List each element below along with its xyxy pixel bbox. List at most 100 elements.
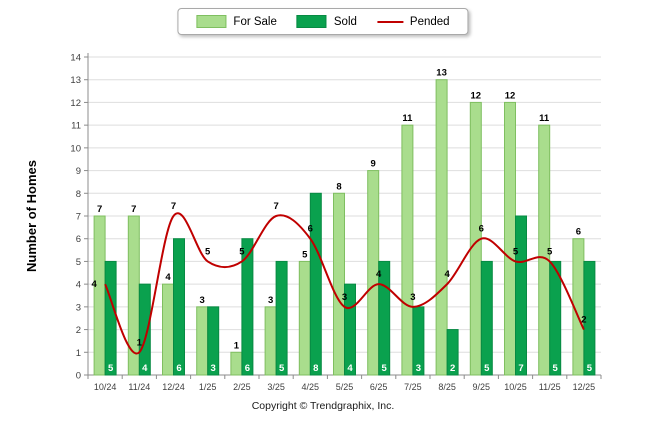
for-sale-value-label: 12 [471, 90, 482, 101]
sold-value-label: 6 [245, 363, 250, 374]
for-sale-bar [127, 215, 140, 376]
for-sale-value-label: 7 [97, 204, 102, 215]
sold-value-label: 8 [313, 363, 318, 374]
pended-value-label: 5 [513, 246, 519, 257]
x-tick-label: 4/25 [302, 382, 320, 392]
sold-value-label: 7 [518, 363, 523, 374]
x-tick-label: 6/25 [370, 382, 388, 392]
pended-value-label: 5 [205, 246, 211, 257]
pended-line [104, 212, 585, 355]
sold-value-label: 6 [176, 363, 181, 374]
y-tick-label: 5 [76, 257, 81, 268]
sold-bar [241, 238, 254, 376]
sold-bar [309, 192, 322, 376]
pended-value-label: 6 [479, 224, 484, 235]
for-sale-value-label: 3 [200, 295, 205, 306]
legend-label-pended: Pended [409, 15, 450, 28]
x-tick-label: 3/25 [267, 382, 285, 392]
sold-bar [446, 329, 459, 376]
legend-item-pended: Pended [376, 15, 450, 28]
for-sale-value-label: 4 [165, 272, 171, 283]
y-tick-label: 2 [76, 325, 81, 336]
legend-item-for-sale: For Sale [196, 15, 277, 28]
for-sale-value-label: 3 [268, 295, 273, 306]
for-sale-bar [504, 101, 516, 376]
for-sale-value-label: 6 [576, 227, 581, 238]
y-tick-label: 6 [76, 234, 81, 245]
pended-value-label: 4 [376, 269, 382, 280]
for-sale-value-label: 11 [539, 113, 550, 124]
sold-bar [549, 260, 562, 376]
sold-bar [378, 260, 391, 376]
sold-value-label: 5 [484, 363, 490, 374]
pended-line-swatch [376, 20, 403, 23]
for-sale-value-label: 11 [402, 113, 413, 124]
x-tick-label: 7/25 [404, 382, 422, 392]
for-sale-swatch [196, 15, 227, 28]
sold-bar [173, 238, 185, 376]
for-sale-bar [93, 215, 106, 376]
copyright-text: Copyright © Trendgraphix, Inc. [251, 400, 395, 412]
for-sale-bar [538, 124, 551, 376]
x-tick-label: 11/24 [128, 382, 150, 392]
sold-bar [515, 215, 527, 376]
y-tick-label: 7 [76, 212, 81, 223]
for-sale-value-label: 13 [436, 68, 447, 79]
pended-value-label: 2 [581, 315, 586, 326]
y-tick-label: 9 [76, 166, 81, 177]
x-tick-label: 10/25 [504, 382, 527, 392]
sold-value-label: 5 [553, 363, 559, 374]
sold-value-label: 4 [347, 363, 353, 374]
y-tick-label: 12 [70, 98, 81, 109]
y-tick-label: 4 [76, 280, 81, 291]
for-sale-bar [401, 124, 414, 376]
pended-value-label: 7 [171, 201, 176, 212]
for-sale-bar [264, 306, 277, 376]
for-sale-value-label: 7 [131, 204, 136, 215]
legend-label-for-sale: For Sale [233, 15, 277, 28]
sold-value-label: 2 [450, 363, 455, 374]
x-tick-label: 1/25 [199, 382, 217, 392]
x-tick-label: 12/25 [573, 382, 596, 392]
sold-bar [207, 306, 220, 376]
for-sale-bar [196, 306, 209, 376]
sold-value-label: 4 [142, 363, 148, 374]
pended-value-label: 4 [444, 269, 450, 280]
for-sale-bar [162, 283, 174, 376]
pended-value-label: 1 [137, 337, 143, 348]
x-tick-label: 11/25 [539, 382, 561, 392]
y-tick-label: 3 [76, 302, 81, 313]
y-tick-label: 0 [76, 371, 81, 382]
sold-bar [275, 260, 288, 376]
x-tick-label: 9/25 [473, 382, 491, 392]
y-axis-title: Number of Homes [24, 160, 39, 272]
legend-item-sold: Sold [296, 15, 357, 28]
sold-bar [138, 283, 151, 376]
for-sale-value-label: 1 [234, 340, 240, 351]
for-sale-bar [298, 260, 311, 376]
y-tick-label: 14 [70, 53, 81, 64]
sold-value-label: 5 [382, 363, 388, 374]
legend: For Sale Sold Pended [177, 8, 469, 35]
pended-value-label: 7 [273, 201, 278, 212]
pended-value-label: 5 [547, 246, 553, 257]
for-sale-value-label: 12 [505, 90, 516, 101]
x-tick-label: 12/24 [162, 382, 185, 392]
y-tick-label: 11 [71, 121, 81, 132]
sold-value-label: 3 [211, 363, 216, 374]
sold-value-label: 5 [279, 363, 285, 374]
pended-value-label: 5 [239, 246, 245, 257]
sold-value-label: 3 [416, 363, 421, 374]
x-tick-label: 10/24 [94, 382, 117, 392]
for-sale-value-label: 8 [336, 181, 341, 192]
pended-value-label: 3 [410, 292, 415, 303]
x-tick-label: 8/25 [438, 382, 456, 392]
legend-label-sold: Sold [333, 15, 357, 28]
for-sale-value-label: 9 [371, 159, 376, 170]
sold-bar [104, 260, 117, 376]
pended-value-label: 4 [91, 279, 97, 290]
sold-value-label: 5 [587, 363, 593, 374]
pended-value-label: 3 [342, 292, 347, 303]
